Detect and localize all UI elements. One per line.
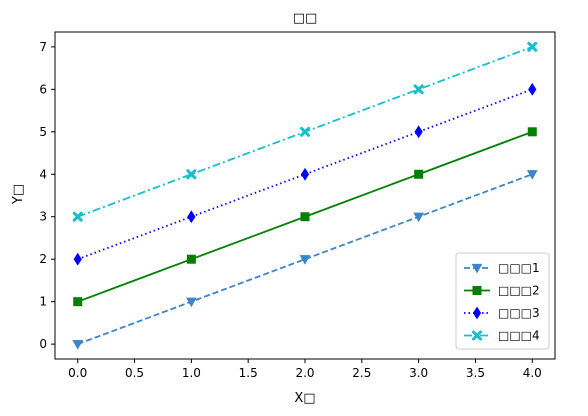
series-4-point bbox=[413, 84, 424, 95]
y-tick-label: 6 bbox=[39, 82, 47, 96]
x-tick-label: 0.5 bbox=[125, 366, 144, 380]
series-4-point bbox=[300, 126, 310, 137]
legend-label: □□□2 bbox=[498, 284, 540, 298]
y-tick-label: 0 bbox=[39, 337, 47, 351]
series-2-point bbox=[414, 169, 424, 179]
x-marker-stroke bbox=[413, 84, 424, 95]
series-3-point bbox=[414, 125, 423, 139]
series-1-point bbox=[413, 212, 424, 223]
series-2-point bbox=[73, 297, 83, 307]
x-tick-label: 1.0 bbox=[182, 366, 201, 380]
y-tick-label: 3 bbox=[39, 210, 47, 224]
x-tick-label: 2.0 bbox=[295, 366, 314, 380]
y-axis-title: Y□ bbox=[11, 184, 26, 205]
series-4-point bbox=[186, 169, 197, 180]
legend-marker bbox=[472, 306, 482, 320]
series-1-point bbox=[186, 297, 197, 308]
series-3-point bbox=[73, 252, 82, 266]
x-marker-stroke bbox=[72, 211, 83, 222]
chart-title: □□ bbox=[293, 11, 318, 26]
series-3-point bbox=[300, 167, 310, 181]
x-tick-label: 3.0 bbox=[409, 366, 428, 380]
plot-frame bbox=[54, 31, 556, 360]
legend-marker bbox=[472, 330, 482, 341]
x-tick-label: 2.5 bbox=[352, 366, 371, 380]
y-tick-label: 4 bbox=[39, 167, 47, 181]
x-marker-stroke bbox=[186, 169, 197, 180]
series-4-point bbox=[527, 41, 538, 52]
plot-area: 0.0 0.5 1.0 1.5 2.0 2.5 3.0 3.5 4.0 0 1 2 3 4 5 6 7 bbox=[39, 31, 556, 380]
y-tick-label: 7 bbox=[39, 40, 47, 54]
legend-box bbox=[455, 252, 550, 350]
series-3-point bbox=[187, 210, 196, 224]
x-marker-stroke bbox=[472, 330, 482, 341]
x-axis-title: X□ bbox=[294, 391, 315, 406]
x-tick-label: 0.0 bbox=[68, 366, 87, 380]
series-3-point bbox=[528, 82, 537, 96]
series-1-point bbox=[299, 255, 311, 265]
series-4-point bbox=[72, 211, 83, 222]
legend-marker bbox=[471, 263, 483, 274]
series-2-point bbox=[186, 254, 196, 264]
x-marker-stroke bbox=[300, 126, 310, 137]
x-tick-label: 3.5 bbox=[466, 366, 485, 380]
y-tick-label: 2 bbox=[39, 252, 47, 266]
x-tick-label: 1.5 bbox=[239, 366, 258, 380]
legend-marker bbox=[472, 286, 482, 295]
x-tick-label: 4.0 bbox=[523, 366, 542, 380]
x-marker-stroke bbox=[527, 41, 538, 52]
legend: □□□1 □□□2 □□□3 □□□4 bbox=[455, 252, 550, 350]
y-tick-label: 1 bbox=[39, 295, 47, 309]
y-tick-label: 5 bbox=[39, 125, 47, 139]
series-1-point bbox=[72, 340, 84, 350]
series-2-point bbox=[527, 127, 537, 137]
series-2-point bbox=[300, 212, 310, 222]
legend-label: □□□1 bbox=[498, 261, 540, 275]
legend-label: □□□4 bbox=[498, 329, 540, 343]
series-1-point bbox=[526, 170, 538, 180]
legend-label: □□□3 bbox=[498, 306, 540, 320]
